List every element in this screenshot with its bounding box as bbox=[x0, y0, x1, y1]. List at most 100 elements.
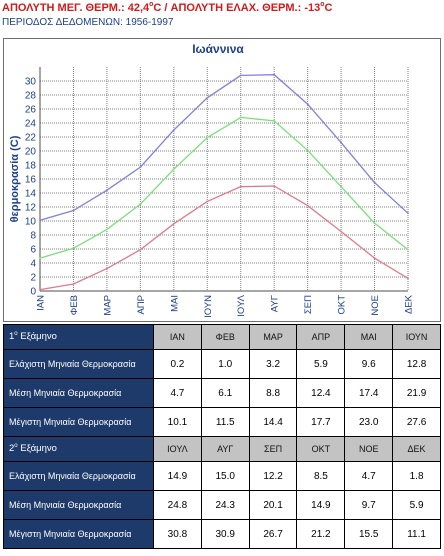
data-point bbox=[239, 116, 242, 119]
y-tick-label: 14 bbox=[25, 189, 37, 200]
data-point bbox=[306, 103, 309, 105]
data-point bbox=[106, 228, 108, 231]
temperature-value: 14.9 bbox=[296, 490, 346, 520]
temperature-value: 14.4 bbox=[248, 407, 298, 437]
data-point bbox=[373, 222, 376, 225]
data-point bbox=[407, 277, 409, 280]
unit-text: C bbox=[324, 2, 333, 14]
semester-word: Εξάμηνο bbox=[17, 331, 57, 343]
temperature-value: 21.9 bbox=[392, 378, 441, 408]
data-point bbox=[39, 257, 41, 259]
temperature-value: 17.7 bbox=[296, 407, 346, 437]
series-line bbox=[39, 116, 409, 259]
temperature-value: 24.3 bbox=[200, 490, 250, 520]
data-point bbox=[407, 248, 409, 251]
temperature-value: 10.1 bbox=[153, 407, 202, 437]
data-point bbox=[39, 219, 41, 222]
data-point bbox=[139, 248, 142, 251]
temperature-value: 1.8 bbox=[392, 461, 441, 491]
row-label: Μέγιστη Μηνιαία Θερμοκρασία bbox=[3, 407, 154, 437]
semester-label: 1ο Εξάμηνο bbox=[3, 324, 154, 350]
temperature-value: 30.8 bbox=[153, 519, 202, 549]
unit-text: C bbox=[153, 2, 162, 14]
y-tick-label: 4 bbox=[30, 259, 36, 270]
y-tick-label: 10 bbox=[25, 217, 37, 228]
month-header: ΜΑΡ bbox=[248, 324, 298, 350]
data-point bbox=[340, 141, 342, 144]
data-point bbox=[206, 200, 209, 203]
month-header: ΝΟΕ bbox=[344, 436, 394, 462]
x-tick-label: ΑΥΓ bbox=[270, 295, 281, 312]
y-tick-label: 24 bbox=[25, 119, 37, 130]
temperature-value: 12.4 bbox=[296, 378, 346, 408]
absolute-max-text: ΑΠΟΛΥΤΗ ΜΕΓ. ΘΕΡΜ.: 42,4 bbox=[2, 2, 150, 14]
temperature-value: 30.9 bbox=[200, 519, 250, 549]
temperature-value: 5.9 bbox=[392, 490, 441, 520]
month-header: ΦΕΒ bbox=[200, 324, 250, 350]
y-tick-label: 28 bbox=[25, 91, 37, 102]
month-header: ΙΑΝ bbox=[153, 324, 202, 350]
temperature-value: 23.0 bbox=[344, 407, 394, 437]
month-header: ΟΚΤ bbox=[296, 436, 346, 462]
row-label: Ελάχιστη Μηνιαία Θερμοκρασία bbox=[3, 349, 154, 379]
temperature-value: 9.7 bbox=[344, 490, 394, 520]
data-point bbox=[239, 185, 242, 188]
semester-label: 2ο Εξάμηνο bbox=[3, 436, 154, 462]
x-tick-label: ΟΚΤ bbox=[337, 295, 348, 315]
data-point bbox=[340, 185, 342, 188]
table-row: Μέση Μηνιαία Θερμοκρασία 4.7 6.1 8.8 12.4 17.… bbox=[3, 378, 441, 408]
temperature-value: 3.2 bbox=[248, 349, 298, 379]
temperature-value: 15.5 bbox=[344, 519, 394, 549]
absolute-min-text: ΑΠΟΛΥΤΗ ΕΛΑΧ. ΘΕΡΜ.: -13 bbox=[170, 2, 321, 14]
data-point bbox=[206, 96, 209, 99]
x-tick-label: ΙΟΥΛ bbox=[236, 294, 247, 316]
data-point bbox=[172, 222, 175, 225]
y-axis-label: θερμοκρασία (C) bbox=[9, 135, 21, 222]
temperature-value: 0.2 bbox=[153, 349, 202, 379]
month-header: ΙΟΥΝ bbox=[392, 324, 441, 350]
table-row: Μέση Μηνιαία Θερμοκρασία 24.8 24.3 20.1 14.9… bbox=[3, 490, 441, 520]
series-line bbox=[39, 74, 409, 221]
temperature-value: 8.8 bbox=[248, 378, 298, 408]
x-tick-label: ΔΕΚ bbox=[404, 294, 415, 314]
row-label: Μέγιστη Μηνιαία Θερμοκρασία bbox=[3, 519, 154, 549]
temperature-value: 1.0 bbox=[200, 349, 250, 379]
data-point bbox=[407, 212, 409, 215]
data-point bbox=[239, 74, 242, 77]
chart-title: Ιωάννινα bbox=[192, 42, 244, 56]
semester-header-row: 2ο Εξάμηνο ΙΟΥΛ ΑΥΓ ΣΕΠ ΟΚΤ ΝΟΕ ΔΕΚ bbox=[3, 436, 441, 462]
temperature-value: 12.8 bbox=[392, 349, 441, 379]
data-point bbox=[172, 129, 175, 131]
temperature-value: 27.6 bbox=[392, 407, 441, 437]
x-tick-label: ΑΠΡ bbox=[136, 295, 147, 315]
data-point bbox=[306, 204, 309, 207]
degree-symbol: ο bbox=[320, 1, 325, 8]
data-period-text: ΠΕΡΙΟΔΟΣ ΔΕΔΟΜΕΝΩΝ: 1956-1997 bbox=[2, 17, 174, 28]
data-point bbox=[172, 168, 175, 171]
temperature-value: 24.8 bbox=[153, 490, 202, 520]
data-point bbox=[72, 247, 75, 250]
x-tick-label: ΣΕΠ bbox=[303, 295, 314, 314]
table-row: Μέγιστη Μηνιαία Θερμοκρασία 30.8 30.9 26.7 2… bbox=[3, 519, 441, 549]
data-point bbox=[72, 209, 75, 212]
temperature-value: 9.6 bbox=[344, 349, 394, 379]
semester-number: 1 bbox=[9, 331, 15, 343]
data-point bbox=[273, 120, 276, 122]
month-header: ΙΟΥΛ bbox=[153, 436, 202, 462]
x-tick-label: ΦΕΒ bbox=[69, 295, 80, 315]
semester-word: Εξάμηνο bbox=[17, 443, 57, 455]
data-point bbox=[373, 181, 376, 184]
temperature-value: 26.7 bbox=[248, 519, 298, 549]
y-tick-label: 20 bbox=[25, 147, 37, 158]
month-header: ΑΥΓ bbox=[200, 436, 250, 462]
semester-header-row: 1ο Εξάμηνο ΙΑΝ ΦΕΒ ΜΑΡ ΑΠΡ ΜΑΙ ΙΟΥΝ bbox=[3, 324, 441, 350]
temperature-value: 4.7 bbox=[344, 461, 394, 491]
ordinal-mark: ο bbox=[14, 443, 18, 450]
data-point bbox=[206, 136, 209, 139]
absolute-extremes-heading: ΑΠΟΛΥΤΗ ΜΕΓ. ΘΕΡΜ.: 42,4οC / ΑΠΟΛΥΤΗ ΕΛΑ… bbox=[2, 1, 333, 14]
data-point bbox=[106, 267, 108, 270]
separator-text: / bbox=[161, 2, 171, 14]
month-header: ΔΕΚ bbox=[392, 436, 441, 462]
temperature-chart: 0 2 4 6 8 10 12 14 16 18 20 22 24 26 28 30 ΙΑΝ ΦΕΒ ΜΑΡ ΑΠΡ Μ… bbox=[3, 38, 441, 322]
y-tick-label: 30 bbox=[25, 77, 37, 88]
